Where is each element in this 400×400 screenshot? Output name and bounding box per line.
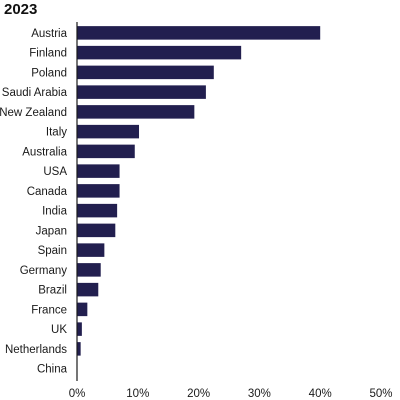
x-tick-label: 30% [248, 388, 271, 400]
bar [77, 282, 99, 297]
bar [77, 223, 116, 238]
category-label: Netherlands [5, 344, 67, 356]
bar [77, 322, 82, 336]
bar [77, 342, 81, 356]
bar [77, 65, 214, 80]
category-label: India [42, 206, 68, 218]
x-tick-label: 0% [69, 388, 86, 400]
bar [77, 85, 206, 99]
bar [77, 105, 195, 119]
category-label: Austria [31, 28, 67, 40]
category-label: Germany [20, 265, 68, 277]
bar [77, 124, 140, 139]
bar [77, 302, 88, 317]
category-label: Japan [36, 225, 67, 237]
category-label: UK [51, 324, 67, 336]
category-label: Poland [31, 67, 67, 79]
category-label: New Zealand [0, 107, 67, 119]
category-label: Italy [46, 127, 67, 139]
x-tick-label: 40% [309, 388, 332, 400]
bar [77, 263, 101, 277]
bar [77, 243, 105, 257]
category-label: China [37, 364, 68, 376]
category-label: USA [43, 166, 67, 178]
bar [77, 184, 120, 198]
bar [77, 164, 120, 178]
category-label: Finland [29, 48, 67, 60]
bar [77, 45, 242, 60]
category-label: Spain [38, 245, 67, 257]
x-tick-label: 50% [369, 388, 392, 400]
category-label: Saudi Arabia [2, 87, 68, 99]
bar [77, 203, 118, 218]
bar [77, 144, 135, 159]
category-label: Canada [27, 186, 68, 198]
category-label: Australia [22, 146, 67, 158]
chart-title: 2023 [4, 1, 38, 18]
category-label: Brazil [38, 285, 67, 297]
x-tick-label: 20% [187, 388, 210, 400]
category-label: France [31, 304, 67, 316]
bar [77, 26, 321, 40]
x-tick-label: 10% [126, 388, 149, 400]
